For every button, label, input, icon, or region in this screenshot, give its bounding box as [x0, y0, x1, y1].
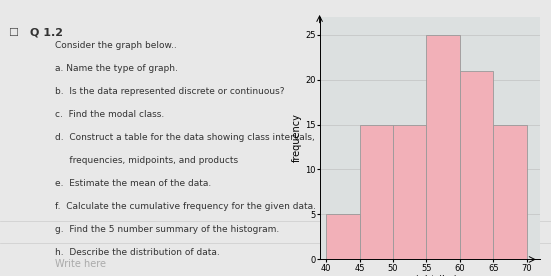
Bar [426, 34, 460, 259]
Bar [326, 214, 360, 259]
Text: frequencies, midpoints, and products: frequencies, midpoints, and products [55, 156, 238, 165]
Bar [393, 124, 426, 259]
Text: f.  Calculate the cumulative frequency for the given data.: f. Calculate the cumulative frequency fo… [55, 202, 316, 211]
Text: ☐: ☐ [8, 28, 18, 38]
Text: a. Name the type of graph.: a. Name the type of graph. [55, 64, 178, 73]
Bar [460, 71, 493, 259]
Text: e.  Estimate the mean of the data.: e. Estimate the mean of the data. [55, 179, 212, 188]
Text: b.  Is the data represented discrete or continuous?: b. Is the data represented discrete or c… [55, 87, 285, 96]
X-axis label: weight (kg): weight (kg) [402, 275, 457, 276]
Y-axis label: frequency: frequency [292, 113, 302, 163]
Text: Consider the graph below..: Consider the graph below.. [55, 41, 177, 51]
Bar [360, 124, 393, 259]
Text: Words: 0: Words: 0 [492, 248, 534, 258]
Text: Q 1.2: Q 1.2 [30, 28, 63, 38]
Text: h.  Describe the distribution of data.: h. Describe the distribution of data. [55, 248, 220, 257]
Text: g.  Find the 5 number summary of the histogram.: g. Find the 5 number summary of the hist… [55, 225, 279, 234]
Text: Write here: Write here [55, 259, 106, 269]
Bar [493, 124, 527, 259]
Text: c.  Find the modal class.: c. Find the modal class. [55, 110, 164, 119]
Text: d.  Construct a table for the data showing class intervals,: d. Construct a table for the data showin… [55, 133, 315, 142]
